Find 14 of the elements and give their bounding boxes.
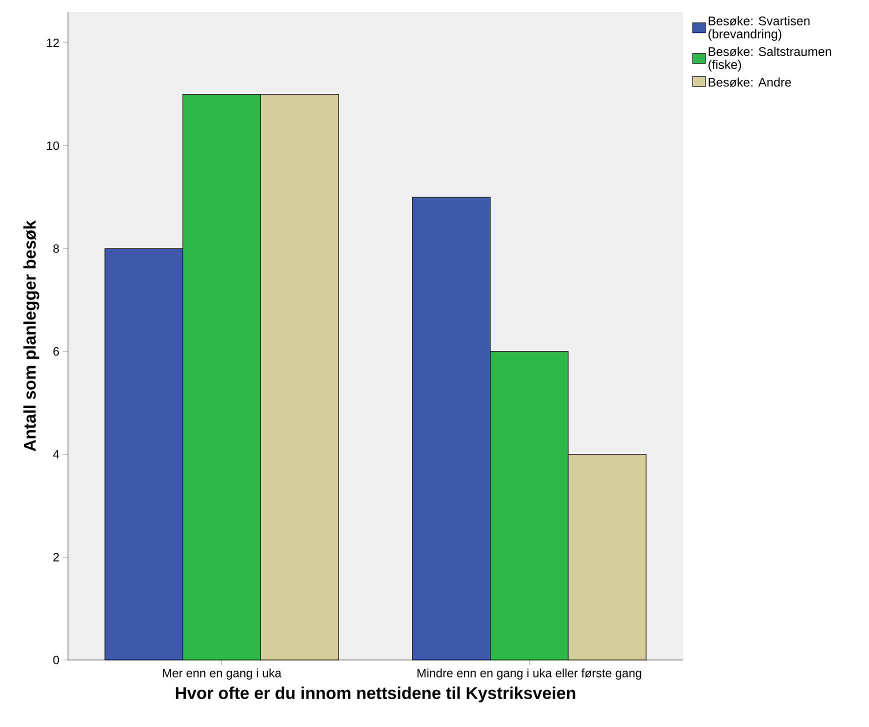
y-tick-label: 12 [47, 38, 59, 48]
legend-label: Besøke: Svartisen (brevandring) [708, 16, 810, 41]
y-axis-title: Antall som planlegger besøk [23, 220, 40, 452]
y-tick-label: 6 [53, 347, 59, 356]
x-tick-label: Mer enn en gang i uka [163, 668, 282, 680]
y-tick-label: 0 [53, 656, 60, 664]
legend-label: Besøke: Saltstraumen (fiske) [708, 46, 832, 72]
y-tick-label: 2 [53, 552, 59, 562]
legend-label: Besøke: Andre [708, 77, 792, 87]
y-tick-label: 8 [53, 244, 59, 253]
x-tick-label: Mindre enn en gang i uka eller første gang [418, 668, 642, 680]
x-axis-title: Hvor ofte er du innom nettsidene til Kystriksveien [176, 686, 576, 702]
y-tick-label: 10 [47, 141, 60, 150]
y-tick-label: 4 [53, 450, 60, 458]
